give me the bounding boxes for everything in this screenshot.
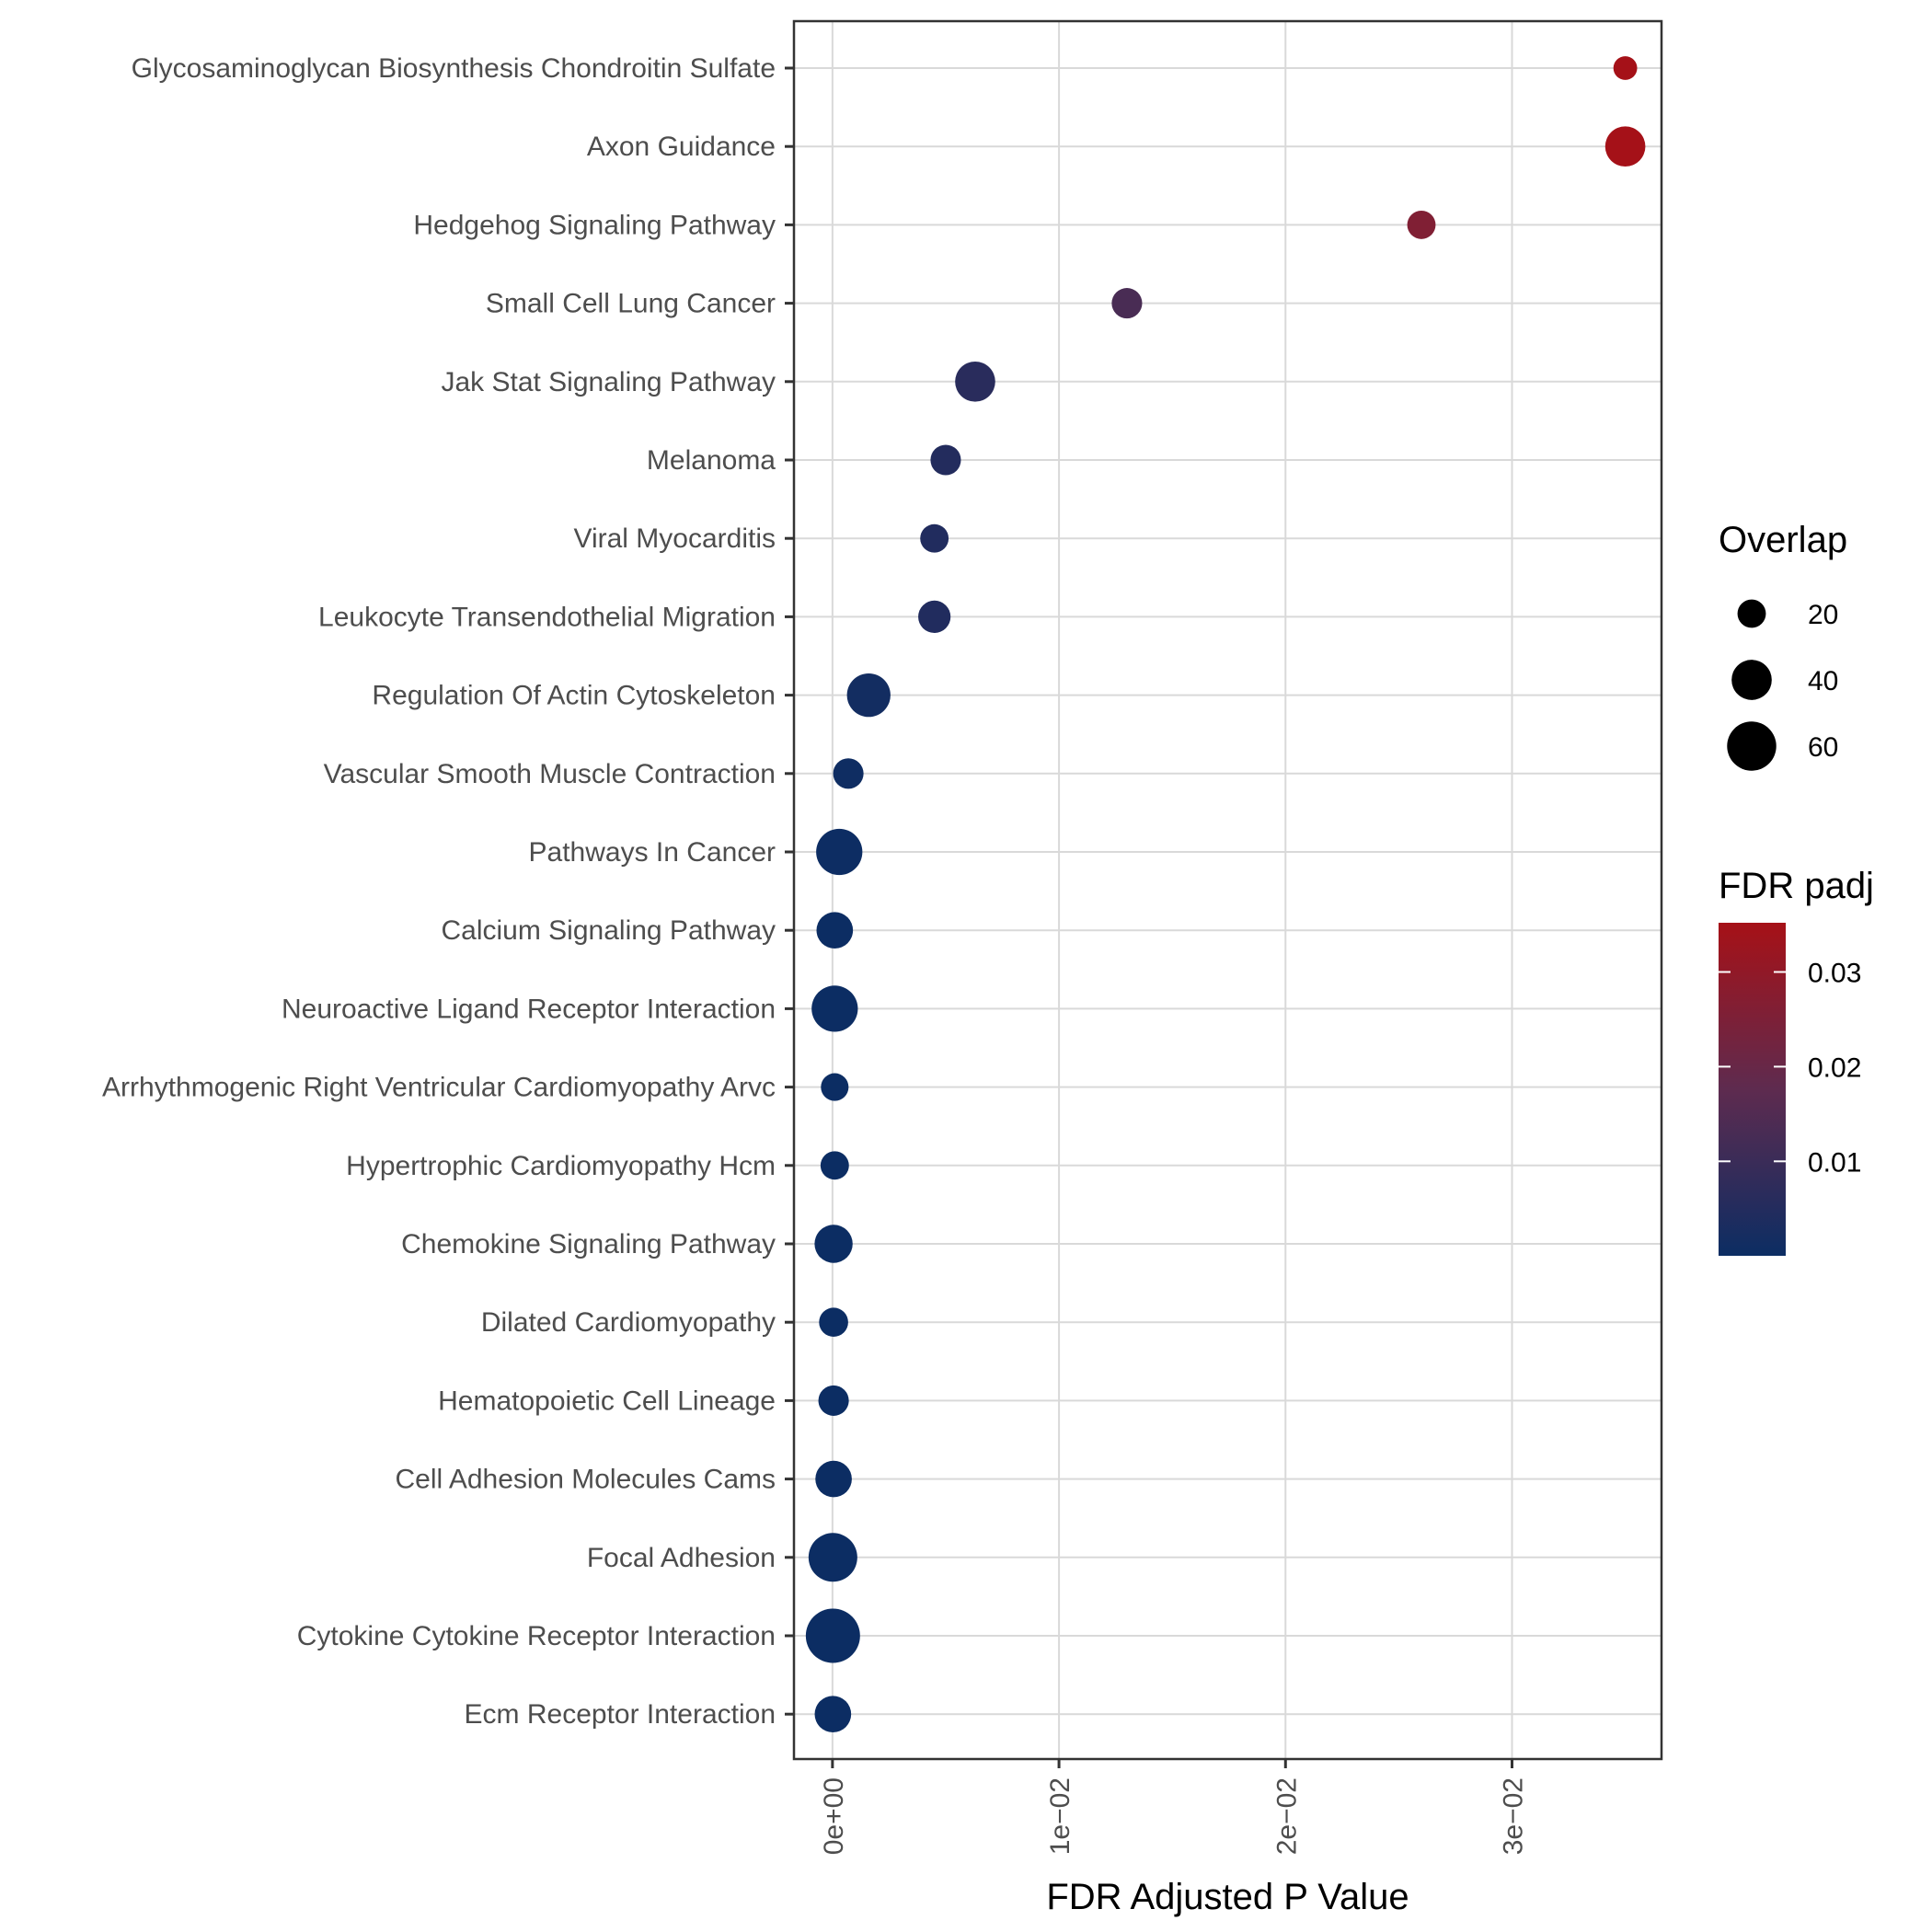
data-point bbox=[918, 600, 951, 633]
y-tick-label: Jak Stat Signaling Pathway bbox=[441, 367, 776, 397]
y-tick-label: Ecm Receptor Interaction bbox=[465, 1699, 776, 1730]
data-point bbox=[816, 828, 863, 876]
size-legend-label: 20 bbox=[1808, 600, 1838, 630]
y-tick-label: Small Cell Lung Cancer bbox=[486, 289, 776, 319]
y-tick-label: Hematopoietic Cell Lineage bbox=[438, 1386, 776, 1416]
size-legend: Overlap 20 40 60 bbox=[1719, 520, 1847, 771]
data-point bbox=[1604, 126, 1646, 167]
y-tick-label: Axon Guidance bbox=[587, 132, 776, 162]
y-tick-label: Hypertrophic Cardiomyopathy Hcm bbox=[346, 1151, 776, 1181]
y-tick-label: Pathways In Cancer bbox=[529, 837, 776, 868]
y-tick-label: Calcium Signaling Pathway bbox=[441, 915, 776, 946]
data-points bbox=[805, 56, 1646, 1733]
data-point bbox=[1407, 210, 1436, 239]
data-point bbox=[920, 523, 949, 553]
data-point bbox=[1111, 288, 1143, 319]
x-tick-label: 1e−02 bbox=[1045, 1777, 1075, 1855]
color-legend-title: FDR padj bbox=[1719, 866, 1874, 906]
y-tick-label: Hedgehog Signaling Pathway bbox=[413, 210, 776, 240]
y-tick-label: Dilated Cardiomyopathy bbox=[481, 1307, 776, 1338]
y-tick-label: Neuroactive Ligand Receptor Interaction bbox=[282, 994, 776, 1024]
data-point bbox=[819, 1307, 848, 1338]
y-tick-label: Glycosaminoglycan Biosynthesis Chondroit… bbox=[132, 53, 776, 84]
data-point bbox=[815, 1460, 852, 1498]
data-point bbox=[811, 985, 858, 1032]
plot-panel-border bbox=[792, 19, 1663, 1761]
y-tick-label: Cell Adhesion Molecules Cams bbox=[395, 1465, 776, 1495]
data-point bbox=[814, 1696, 852, 1733]
y-tick-label: Leukocyte Transendothelial Migration bbox=[318, 602, 776, 632]
color-legend: FDR padj 0.01 0.02 0.03 bbox=[1719, 866, 1874, 1256]
size-legend-label: 40 bbox=[1808, 666, 1838, 696]
y-tick-label: Viral Myocarditis bbox=[573, 523, 776, 554]
x-tick-label: 2e−02 bbox=[1271, 1777, 1302, 1855]
x-tick-label: 3e−02 bbox=[1498, 1777, 1528, 1855]
grid-lines bbox=[794, 21, 1662, 1759]
data-point bbox=[814, 1225, 853, 1263]
data-point bbox=[930, 444, 961, 476]
size-legend-label: 60 bbox=[1808, 732, 1838, 763]
y-tick-label: Arrhythmogenic Right Ventricular Cardiom… bbox=[102, 1073, 776, 1103]
y-axis-labels: Glycosaminoglycan Biosynthesis Chondroit… bbox=[102, 53, 794, 1730]
data-point bbox=[955, 361, 995, 402]
color-legend-label: 0.01 bbox=[1808, 1147, 1861, 1178]
data-point bbox=[846, 673, 891, 718]
color-legend-label: 0.03 bbox=[1808, 959, 1861, 989]
data-point bbox=[833, 758, 864, 789]
color-legend-label: 0.02 bbox=[1808, 1052, 1861, 1083]
data-point bbox=[820, 1151, 849, 1180]
data-point bbox=[1613, 56, 1638, 80]
y-tick-label: Cytokine Cytokine Receptor Interaction bbox=[297, 1621, 776, 1651]
data-point bbox=[805, 1608, 860, 1663]
x-axis: 0e+00 1e−02 2e−02 3e−02 bbox=[819, 1759, 1528, 1855]
size-legend-title: Overlap bbox=[1719, 520, 1847, 560]
data-point bbox=[821, 1073, 849, 1101]
y-tick-label: Chemokine Signaling Pathway bbox=[401, 1229, 776, 1259]
size-legend-key bbox=[1727, 721, 1777, 771]
x-axis-title: FDR Adjusted P Value bbox=[1046, 1877, 1409, 1917]
data-point bbox=[808, 1533, 857, 1582]
x-tick-label: 0e+00 bbox=[819, 1777, 849, 1855]
y-tick-label: Focal Adhesion bbox=[587, 1543, 776, 1573]
color-legend-bar bbox=[1719, 923, 1786, 1256]
data-point bbox=[816, 912, 854, 949]
size-legend-key bbox=[1737, 599, 1766, 628]
size-legend-key bbox=[1731, 660, 1772, 700]
data-point bbox=[818, 1385, 849, 1416]
y-tick-label: Regulation Of Actin Cytoskeleton bbox=[372, 681, 776, 711]
y-tick-label: Melanoma bbox=[647, 445, 776, 476]
y-tick-label: Vascular Smooth Muscle Contraction bbox=[324, 759, 776, 789]
